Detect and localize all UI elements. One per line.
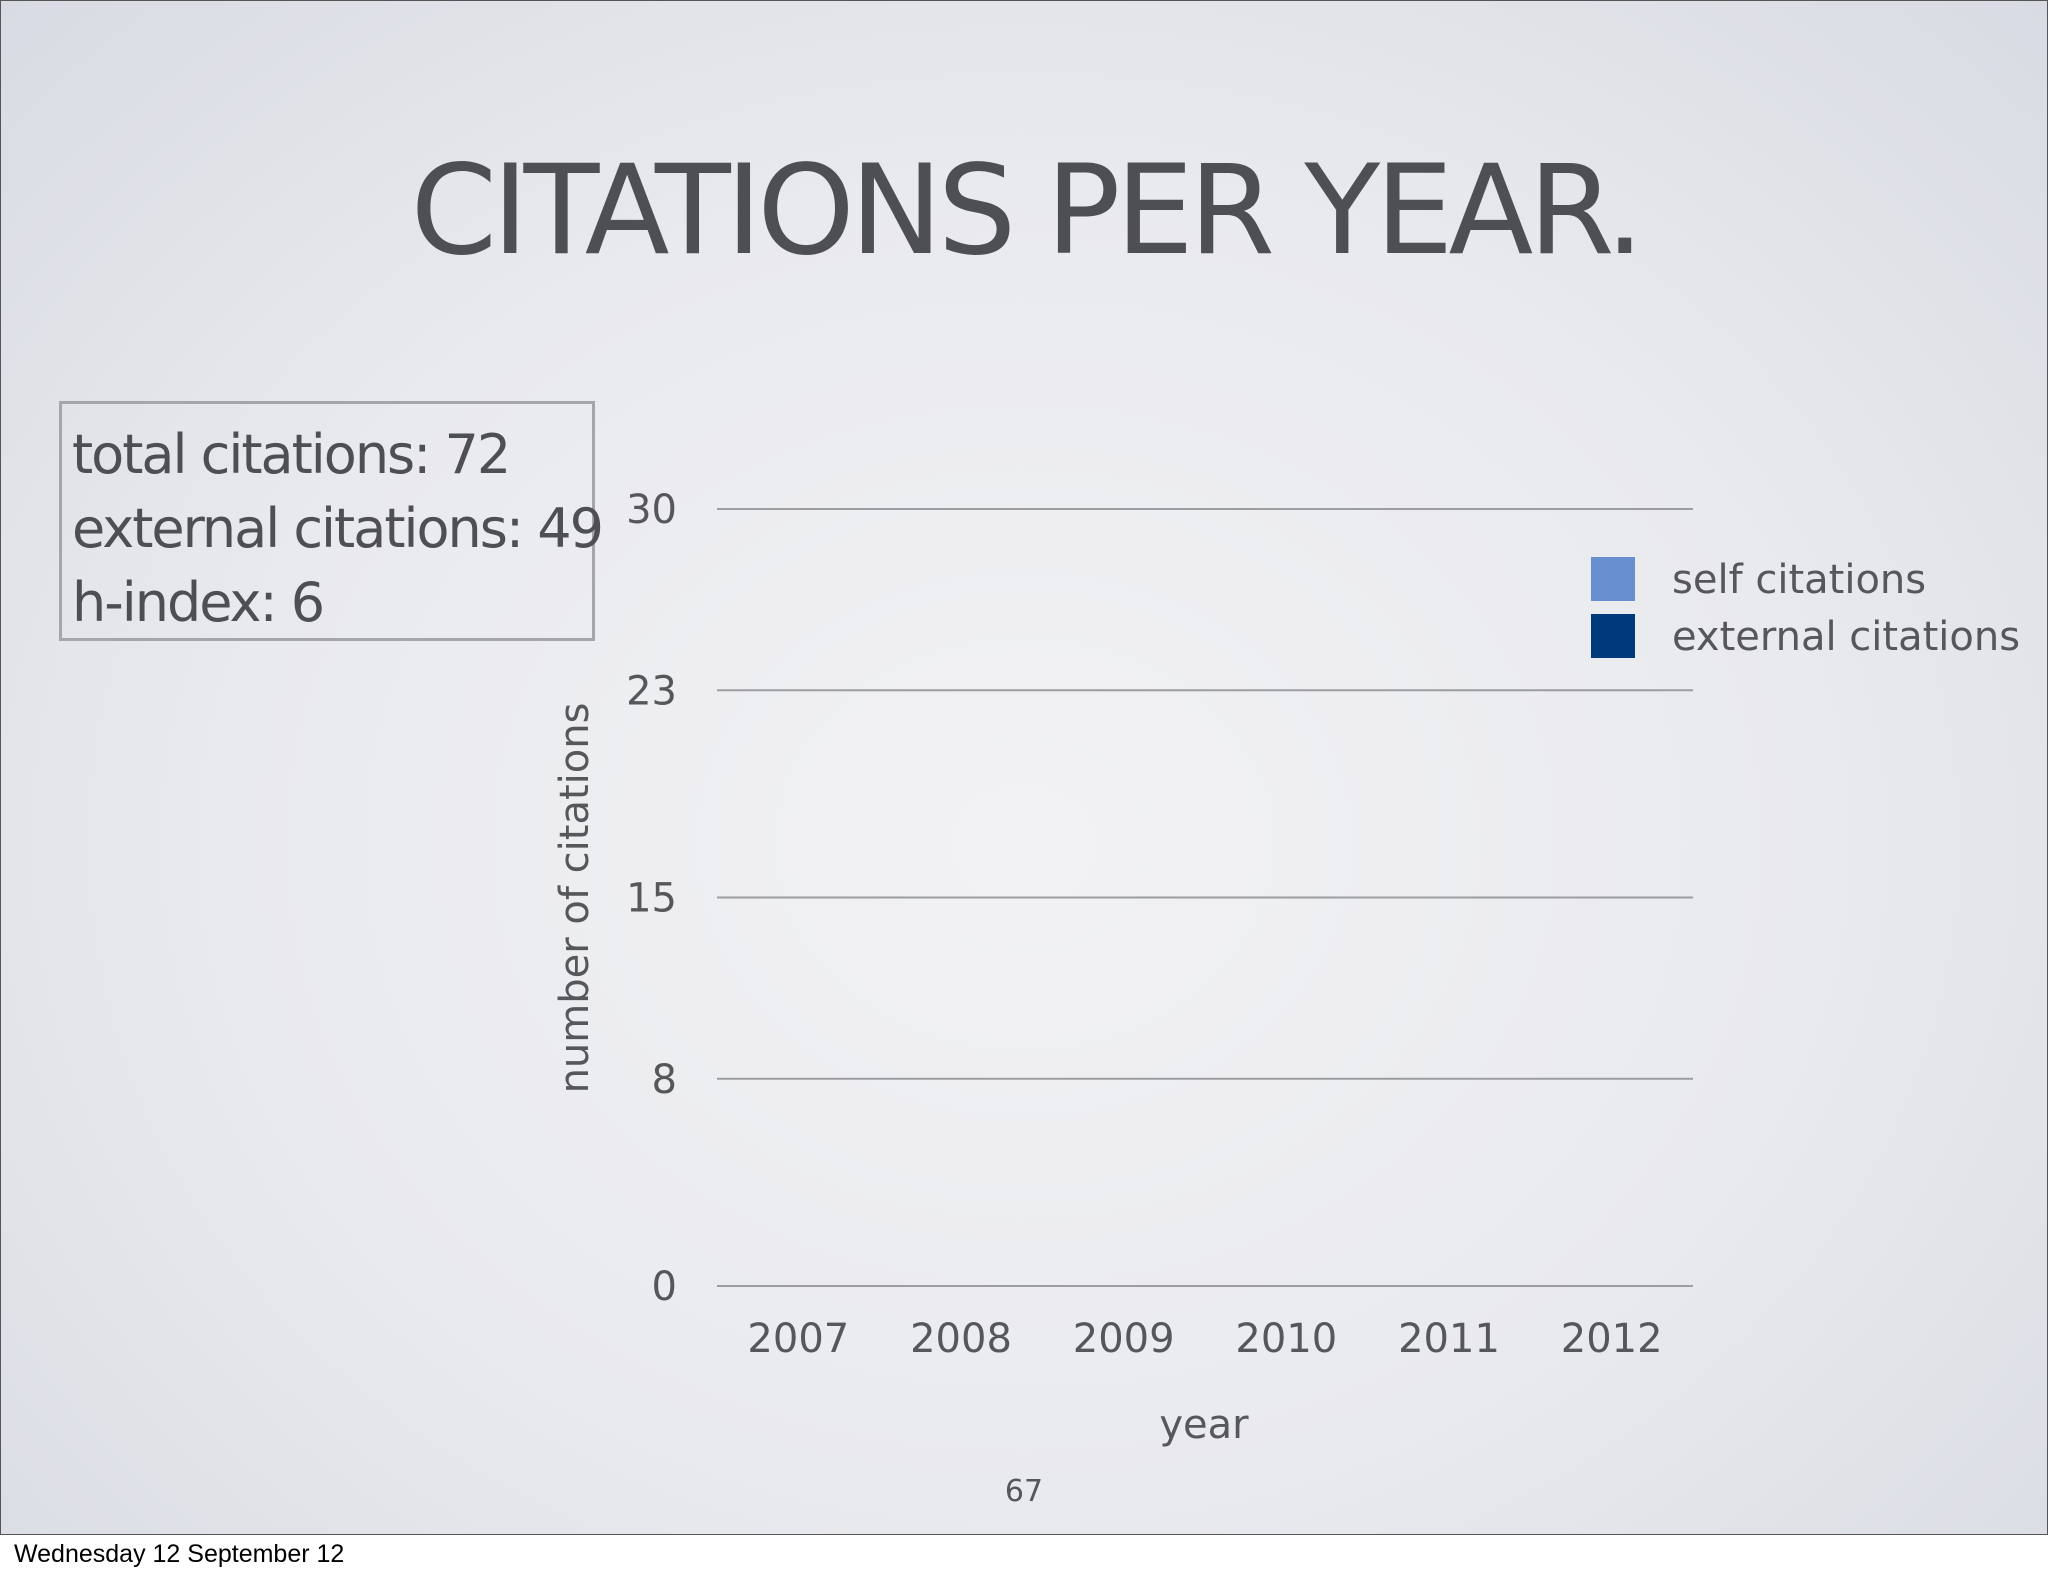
y-tick-label: 8 bbox=[652, 1057, 677, 1103]
legend: self citations external citations bbox=[1591, 557, 2020, 660]
stat-external-citations: external citations: 49 bbox=[72, 497, 604, 560]
footer-date: Wednesday 12 September 12 bbox=[14, 1540, 345, 1568]
x-tick-label: 2009 bbox=[1073, 1316, 1175, 1362]
y-tick-label: 15 bbox=[626, 876, 677, 922]
x-tick-label: 2008 bbox=[910, 1316, 1012, 1362]
page-number: 67 bbox=[1005, 1474, 1043, 1509]
citations-chart: 0 8 15 23 30 2007 2008 2009 2010 2011 2012 number… bbox=[552, 487, 2020, 1509]
y-tick-label: 23 bbox=[626, 668, 677, 714]
stat-total-citations: total citations: 72 bbox=[72, 423, 511, 486]
legend-label-self-citations: self citations bbox=[1672, 557, 1926, 603]
x-tick-label: 2012 bbox=[1561, 1316, 1663, 1362]
slide: CITATIONS PER YEAR. total citations: 72 … bbox=[0, 0, 2048, 1535]
gridlines bbox=[717, 508, 1693, 1287]
x-tick-label: 2007 bbox=[747, 1316, 849, 1362]
x-tick-label: 2010 bbox=[1235, 1316, 1337, 1362]
x-tick-labels: 2007 2008 2009 2010 2011 2012 bbox=[747, 1316, 1662, 1362]
x-tick-label: 2011 bbox=[1398, 1316, 1500, 1362]
legend-swatch-self-citations bbox=[1591, 557, 1635, 601]
stat-h-index: h-index: 6 bbox=[72, 571, 325, 634]
legend-label-external-citations: external citations bbox=[1672, 614, 2020, 660]
x-axis-label: year bbox=[1159, 1402, 1249, 1448]
stats-box: total citations: 72 external citations: … bbox=[59, 401, 604, 641]
y-tick-label: 0 bbox=[652, 1264, 677, 1310]
y-tick-labels: 0 8 15 23 30 bbox=[626, 487, 677, 1310]
legend-swatch-external-citations bbox=[1591, 614, 1635, 658]
slide-title: CITATIONS PER YEAR. bbox=[410, 139, 1644, 283]
y-tick-label: 30 bbox=[626, 487, 677, 533]
y-axis-label: number of citations bbox=[552, 703, 598, 1094]
